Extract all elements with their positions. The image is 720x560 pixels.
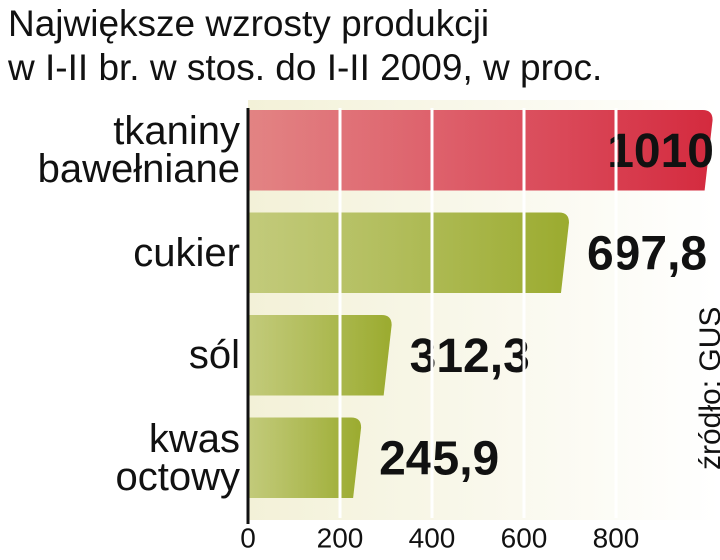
category-label: kwas octowy (115, 416, 241, 499)
category-label: cukier (133, 230, 240, 275)
category-label: sól (188, 333, 240, 378)
x-tick-label: 400 (409, 522, 456, 553)
value-label: 697,8 (587, 227, 707, 280)
x-tick-label: 600 (501, 522, 548, 553)
bar (248, 417, 362, 498)
source: źródło: GUS (694, 307, 720, 470)
x-tick-label: 200 (317, 522, 364, 553)
category-label: tkaniny bawełniane (37, 109, 240, 192)
value-label: 312,3 (410, 330, 530, 383)
bar (248, 110, 713, 191)
value-label: 245,9 (379, 432, 499, 485)
x-tick-label: 0 (240, 522, 256, 553)
chart-title: Największe wzrosty produkcji w I-II br. … (8, 3, 603, 88)
bar (248, 315, 392, 396)
bar (248, 212, 569, 293)
x-tick-label: 800 (593, 522, 640, 553)
value-label: 1010 (607, 125, 714, 178)
